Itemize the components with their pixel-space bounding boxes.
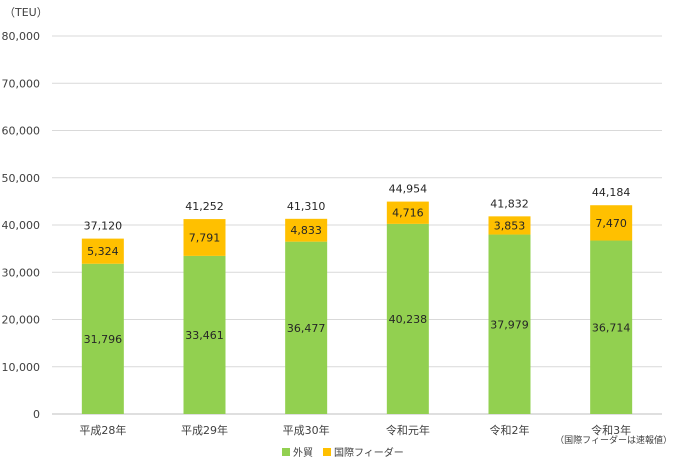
bar-segment xyxy=(285,218,328,242)
x-tick-label: 平成30年 xyxy=(283,423,330,437)
bar-segment xyxy=(488,234,531,414)
y-axis: 0 10,000 20,000 30,000 40,000 50,000 60,000 70,… xyxy=(2,30,41,421)
bar-segment xyxy=(183,219,226,256)
bar-segment xyxy=(590,240,633,414)
x-tick-label: 平成29年 xyxy=(181,423,228,437)
bar-segment xyxy=(183,255,226,414)
total-label: 41,310 xyxy=(287,200,326,213)
data-label: 40,238 xyxy=(389,313,428,326)
legend-label: 外貿 xyxy=(293,447,313,459)
x-tick-label: 令和2年 xyxy=(490,423,530,437)
gridlines xyxy=(52,35,662,415)
data-label: 4,833 xyxy=(290,224,322,237)
bar-segment xyxy=(81,238,124,264)
y-tick-label: 70,000 xyxy=(2,77,41,90)
bar-segment xyxy=(285,241,328,414)
data-label: 7,791 xyxy=(189,231,221,244)
total-label: 37,120 xyxy=(84,220,123,233)
data-label: 36,714 xyxy=(592,321,631,334)
bar-segment xyxy=(590,205,633,241)
data-label: 3,853 xyxy=(494,219,526,232)
x-tick-label: 令和3年 xyxy=(591,423,631,437)
data-label: 31,796 xyxy=(84,333,123,346)
x-axis: 平成28年 平成29年 平成30年 令和元年 令和2年 令和3年 xyxy=(79,423,631,437)
total-label: 41,832 xyxy=(490,197,529,210)
y-tick-label: 30,000 xyxy=(2,266,41,279)
data-label: 5,324 xyxy=(87,245,119,258)
y-tick-label: 10,000 xyxy=(2,361,41,374)
x-tick-label: 平成28年 xyxy=(79,423,126,437)
y-tick-label: 50,000 xyxy=(2,172,41,185)
data-label: 33,461 xyxy=(185,329,224,342)
y-tick-label: 0 xyxy=(33,408,40,421)
y-tick-label: 40,000 xyxy=(2,219,41,232)
y-tick-label: 80,000 xyxy=(2,30,41,43)
total-label: 44,184 xyxy=(592,186,631,199)
bar-segment xyxy=(81,263,124,414)
data-label: 37,979 xyxy=(490,318,529,331)
legend-swatch xyxy=(282,448,290,456)
bars: 31,796 5,324 37,120 33,461 7,791 41,252 36,477… xyxy=(81,183,633,414)
legend: 外貿 国際フィーダー xyxy=(282,446,404,459)
note-label: （国際フィーダーは速報値） xyxy=(555,434,672,446)
data-label: 7,470 xyxy=(595,217,627,230)
legend-swatch xyxy=(323,448,331,456)
x-tick-label: 令和元年 xyxy=(386,423,430,437)
unit-label: （TEU） xyxy=(4,6,48,19)
data-label: 4,716 xyxy=(392,207,424,220)
bar-segment xyxy=(386,223,429,414)
legend-label: 国際フィーダー xyxy=(334,446,404,459)
y-tick-label: 60,000 xyxy=(2,125,41,138)
bar-segment xyxy=(386,201,429,224)
data-label: 36,477 xyxy=(287,322,326,335)
y-tick-label: 20,000 xyxy=(2,314,41,327)
bar-segment xyxy=(488,216,531,235)
total-label: 44,954 xyxy=(389,183,428,196)
total-label: 41,252 xyxy=(185,200,224,213)
